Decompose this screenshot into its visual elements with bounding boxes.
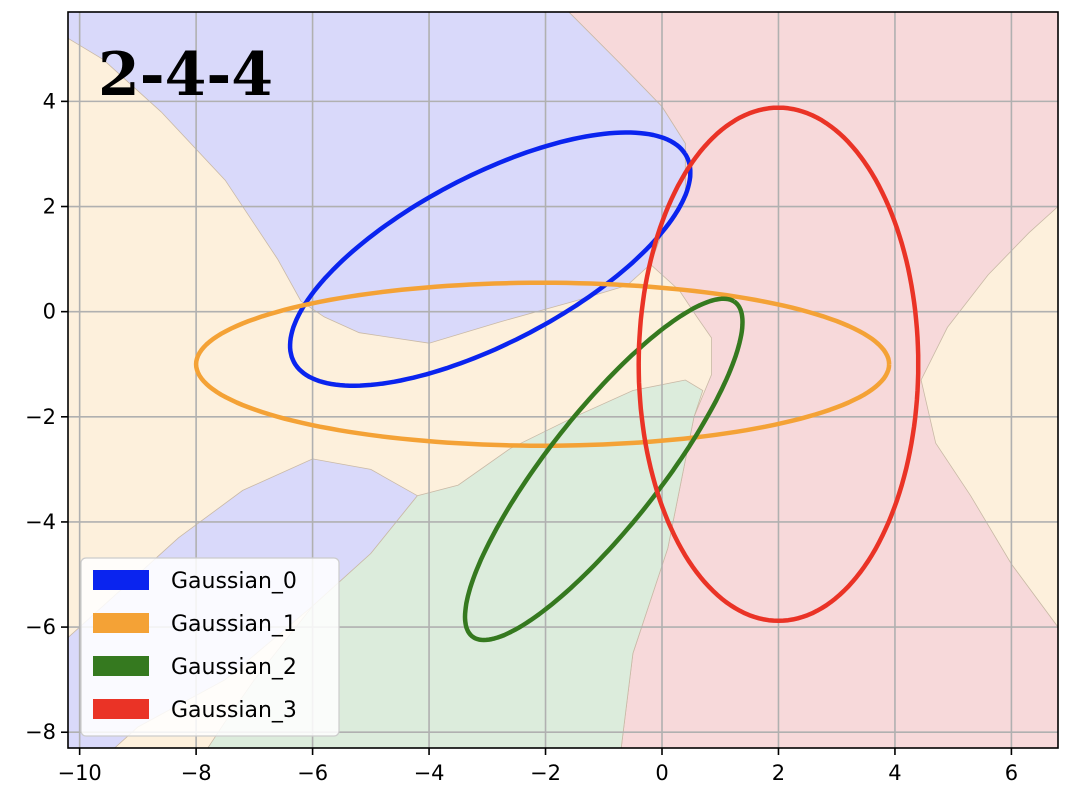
- ellipse-gaussian_0: [287, 130, 693, 388]
- legend: Gaussian_0 Gaussian_1 Gaussian_2 Gaussian_3: [80, 557, 340, 737]
- legend-swatch-gaussian_1: [93, 613, 149, 633]
- x-tick-label: −8: [181, 761, 212, 785]
- x-tick-label: −2: [530, 761, 561, 785]
- x-tick-label: −10: [57, 761, 101, 785]
- ellipse-gaussian_1: [193, 280, 892, 448]
- y-tick-label: −4: [25, 510, 56, 534]
- x-tick-label: 0: [655, 761, 668, 785]
- x-tick-label: 4: [888, 761, 901, 785]
- legend-box: [80, 557, 340, 737]
- legend-swatch-gaussian_2: [93, 656, 149, 676]
- y-tick-label: 4: [43, 89, 56, 113]
- y-tick-label: 0: [43, 300, 56, 324]
- y-tick-label: −8: [25, 720, 56, 744]
- region-gaussian_0-2: [68, 12, 686, 344]
- x-tick-label: −4: [414, 761, 445, 785]
- legend-swatch-gaussian_3: [93, 699, 149, 719]
- legend-label-gaussian_3: Gaussian_3: [171, 698, 297, 723]
- x-tick-label: −6: [297, 761, 328, 785]
- legend-swatch-gaussian_0: [93, 570, 149, 590]
- ellipse-gaussian_3: [636, 105, 921, 624]
- y-tick-label: 2: [43, 195, 56, 219]
- legend-label-gaussian_2: Gaussian_2: [171, 655, 297, 680]
- y-tick-label: −2: [25, 405, 56, 429]
- x-tick-label: 6: [1005, 761, 1018, 785]
- x-tick-label: 2: [772, 761, 785, 785]
- chart-title: 2-4-4: [98, 40, 273, 110]
- y-tick-label: −6: [25, 615, 56, 639]
- gaussian-ellipses: [193, 105, 921, 643]
- plot-frame: [67, 11, 1059, 749]
- ellipse-gaussian_2: [462, 296, 745, 643]
- legend-label-gaussian_1: Gaussian_1: [171, 612, 297, 637]
- legend-label-gaussian_0: Gaussian_0: [171, 569, 297, 594]
